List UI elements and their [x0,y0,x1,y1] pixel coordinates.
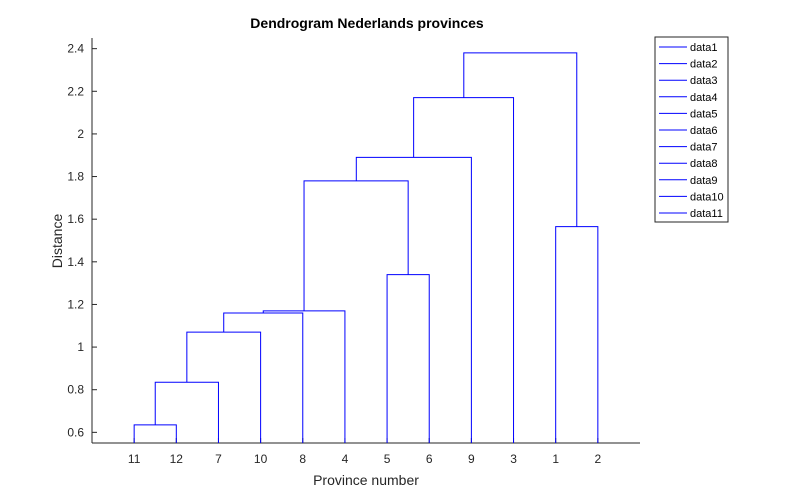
y-tick-label: 2 [77,127,84,141]
y-tick-label: 2.4 [67,42,84,56]
plot-area: 0.60.811.21.41.61.822.22.4 11 12 7 10 8 4 5 6 9 3… [67,38,640,466]
dendrogram-link [555,226,599,443]
x-tick-label: 7 [215,452,222,466]
x-axis-label: Province number [313,472,419,488]
dendrogram-link [133,424,177,443]
legend[interactable]: data1 data2 data3 data4 data5 data6 data7 data8… [654,36,729,223]
x-tick-label: 6 [426,452,433,466]
y-tick-label: 0.6 [67,425,84,439]
legend-entry-label: data9 [690,175,718,187]
dendrogram-link [303,180,409,311]
y-tick-label: 1 [77,340,84,354]
legend-entry-label: data5 [690,108,718,120]
x-tick-label: 3 [510,452,517,466]
legend-entry-label: data2 [690,59,718,71]
dendrogram-link [463,52,578,227]
y-ticks: 0.6 0.8 1 1.2 1.4 1.6 1.8 2 2.2 2.4 [67,42,97,439]
chart-title: Dendrogram Nederlands provinces [250,15,484,31]
x-tick-label: 8 [299,452,306,466]
legend-entry-label: data11 [690,208,723,220]
y-axis-label: Distance [49,214,65,269]
legend-entry-label: data3 [690,75,718,87]
x-tick-label: 12 [170,452,184,466]
x-tick-label: 2 [595,452,602,466]
legend-entry-label: data10 [690,191,724,203]
x-tick-label: 10 [254,452,268,466]
legend-items: data1 data2 data3 data4 data5 data6 data7 data8… [659,42,724,220]
x-ticks: 11 12 7 10 8 4 5 6 9 3 1 2 [128,438,602,466]
legend-entry-label: data6 [690,125,718,137]
y-tick-label: 2.2 [67,84,84,98]
x-tick-label: 1 [552,452,559,466]
x-tick-label: 9 [468,452,475,466]
y-tick-label: 1.8 [67,170,84,184]
y-tick-label: 1.4 [67,255,84,269]
legend-entry-label: data1 [690,42,718,54]
legend-entry-label: data8 [690,158,718,170]
legend-entry-label: data4 [690,92,718,104]
x-tick-label: 11 [128,452,141,466]
y-tick-label: 0.8 [67,383,84,397]
x-tick-label: 4 [342,452,349,466]
x-tick-label: 5 [384,452,391,466]
y-tick-label: 1.6 [67,212,84,226]
dendrogram-links [133,52,599,443]
legend-entry-label: data7 [690,142,718,154]
y-tick-label: 1.2 [67,297,84,311]
dendrogram-link [223,312,304,443]
dendrogram-link [186,331,262,443]
